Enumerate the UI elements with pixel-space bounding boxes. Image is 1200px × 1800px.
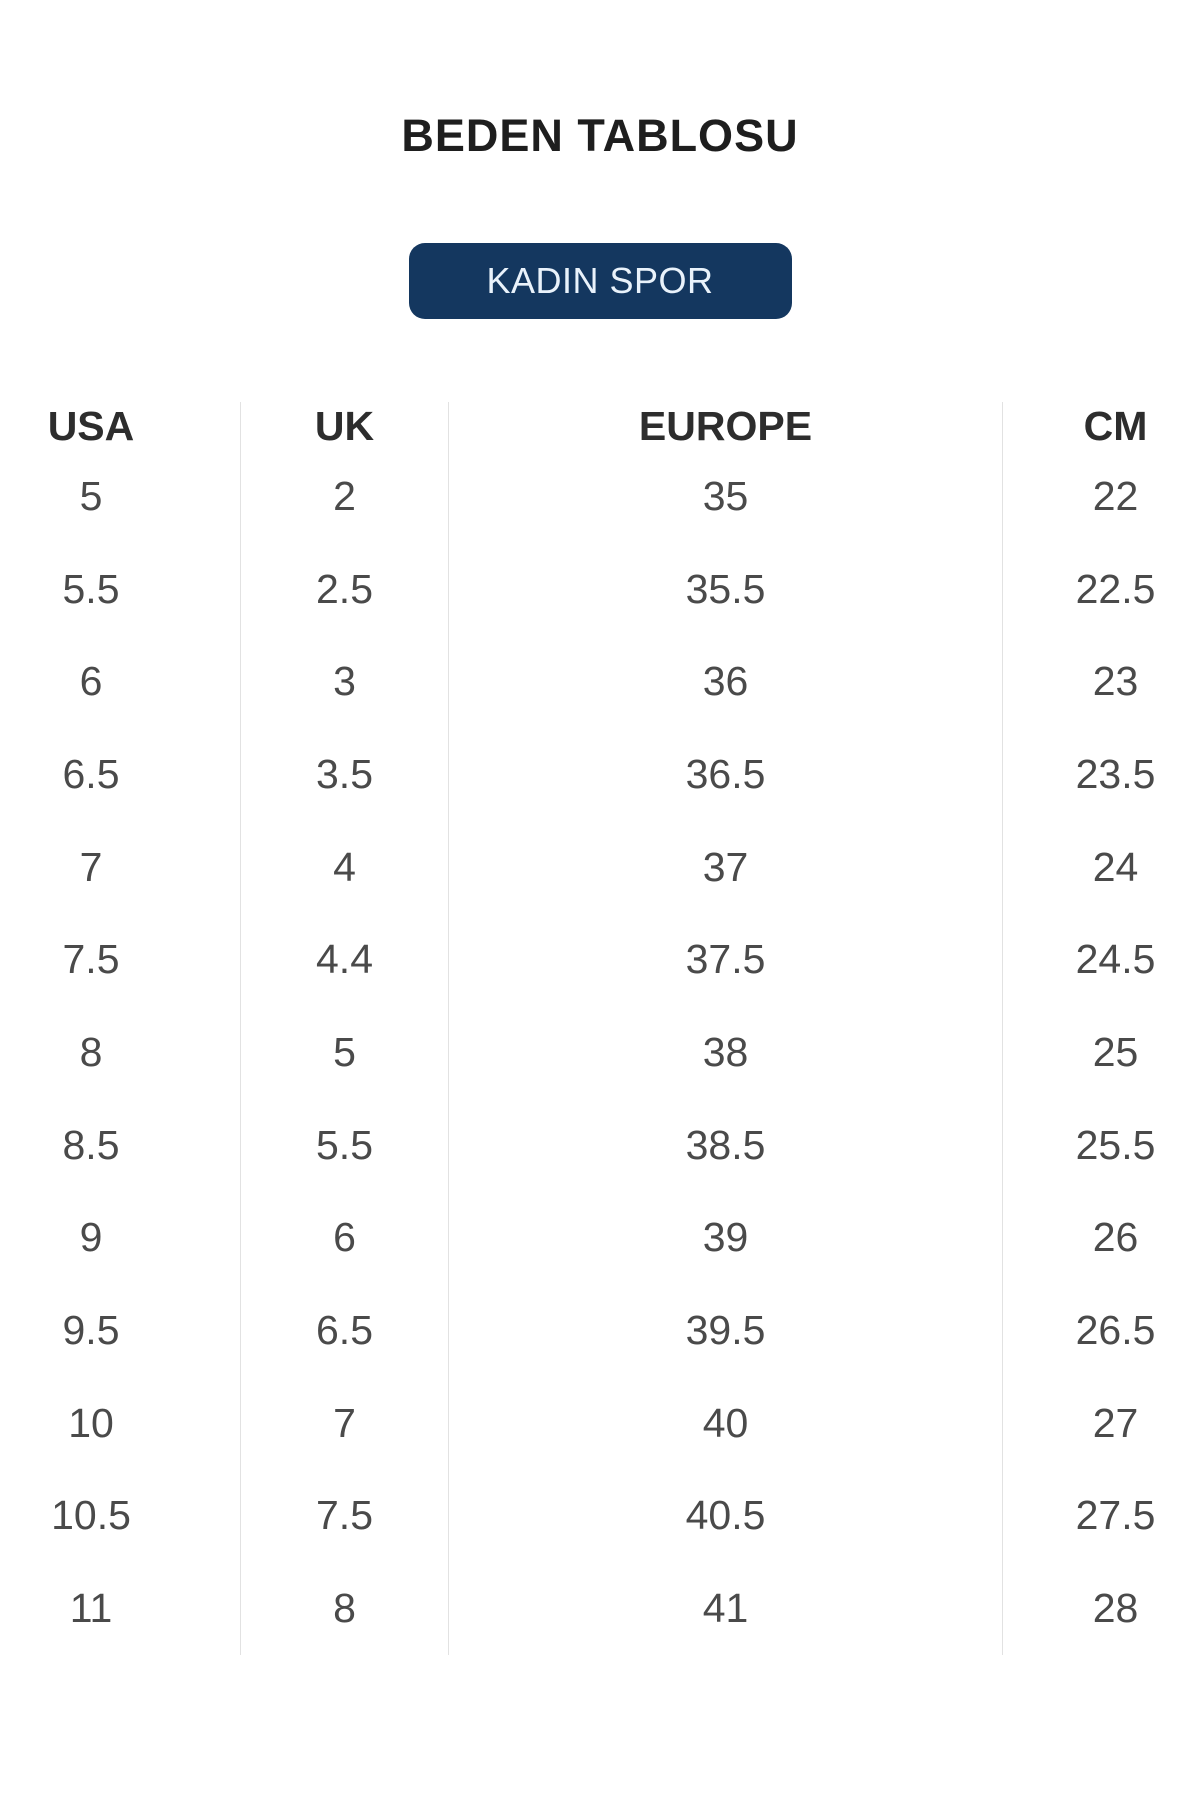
table-cell: 37.5	[448, 913, 1002, 1007]
table-cell: 40	[448, 1376, 1002, 1470]
table-row: 8.5 5.5 38.5 25.5	[0, 1098, 1200, 1192]
table-cell: 28	[1002, 1562, 1200, 1655]
table-cell: 23.5	[1002, 728, 1200, 821]
table-cell: 35.5	[448, 542, 1002, 636]
table-cell: 4	[240, 820, 448, 914]
table-cell: 11	[69, 1585, 113, 1632]
table-row: 8 5 38 25	[0, 1006, 1200, 1099]
table-cell: 36	[448, 635, 1002, 729]
table-row: 9 6 39 26	[0, 1191, 1200, 1285]
table-cell: 7.5	[62, 936, 120, 983]
table-cell: 10.5	[51, 1492, 131, 1539]
table-cell: 22	[1002, 450, 1200, 543]
table-cell: 24.5	[1002, 913, 1200, 1007]
table-cell: 37	[448, 820, 1002, 914]
table-cell: 39.5	[448, 1284, 1002, 1377]
table-row: 6.5 3.5 36.5 23.5	[0, 728, 1200, 821]
table-cell: 24	[1002, 820, 1200, 914]
table-cell: 7	[240, 1376, 448, 1470]
column-header-uk: UK	[240, 402, 448, 450]
table-cell: 5	[79, 472, 103, 519]
table-cell: 22.5	[1002, 542, 1200, 636]
table-cell: 5.5	[62, 565, 120, 612]
table-cell: 3	[240, 635, 448, 729]
table-cell: 25	[1002, 1006, 1200, 1099]
table-cell: 6.5	[62, 750, 120, 797]
column-header-usa: USA	[47, 402, 135, 449]
table-cell: 8	[79, 1028, 103, 1075]
table-cell: 10	[68, 1399, 114, 1446]
column-header-europe: EUROPE	[448, 402, 1002, 450]
table-row: 9.5 6.5 39.5 26.5	[0, 1284, 1200, 1377]
table-cell: 6	[240, 1191, 448, 1285]
table-cell: 5	[240, 1006, 448, 1099]
table-row: 5.5 2.5 35.5 22.5	[0, 542, 1200, 636]
table-row: 11 8 41 28	[0, 1562, 1200, 1655]
page-title: BEDEN TABLOSU	[401, 110, 799, 161]
table-cell: 8.5	[62, 1121, 120, 1168]
table-cell: 26	[1002, 1191, 1200, 1285]
table-cell: 38.5	[448, 1098, 1002, 1192]
table-cell: 3.5	[240, 728, 448, 821]
category-button-kadin-spor[interactable]: KADIN SPOR	[408, 243, 792, 319]
table-cell: 2.5	[240, 542, 448, 636]
table-cell: 38	[448, 1006, 1002, 1099]
table-cell: 2	[240, 450, 448, 543]
table-cell: 40.5	[448, 1469, 1002, 1563]
column-header-cm: CM	[1002, 402, 1200, 450]
table-cell: 41	[448, 1562, 1002, 1655]
table-cell: 39	[448, 1191, 1002, 1285]
table-cell: 5.5	[240, 1098, 448, 1192]
table-cell: 36.5	[448, 728, 1002, 821]
table-cell: 9.5	[62, 1307, 120, 1354]
table-cell: 35	[448, 450, 1002, 543]
table-cell: 6.5	[240, 1284, 448, 1377]
table-cell: 26.5	[1002, 1284, 1200, 1377]
size-table: USA UK EUROPE CM 5 2 35 22 5.5 2.5 35.5 22.5 6 3 36 23…	[0, 402, 1200, 1655]
table-row: 10 7 40 27	[0, 1376, 1200, 1470]
table-header-row: USA UK EUROPE CM	[0, 402, 1200, 450]
table-row: 5 2 35 22	[0, 450, 1200, 543]
table-row: 10.5 7.5 40.5 27.5	[0, 1469, 1200, 1563]
table-row: 7.5 4.4 37.5 24.5	[0, 913, 1200, 1007]
table-cell: 7.5	[240, 1469, 448, 1563]
table-row: 7 4 37 24	[0, 820, 1200, 914]
table-row: 6 3 36 23	[0, 635, 1200, 729]
table-cell: 27	[1002, 1376, 1200, 1470]
size-table-body: 5 2 35 22 5.5 2.5 35.5 22.5 6 3 36 23 6.5 3.5 36.5 23.5…	[0, 450, 1200, 1655]
table-cell: 8	[240, 1562, 448, 1655]
table-cell: 7	[79, 843, 103, 890]
table-cell: 6	[79, 658, 103, 705]
table-cell: 4.4	[240, 913, 448, 1007]
table-cell: 23	[1002, 635, 1200, 729]
table-cell: 9	[79, 1214, 103, 1261]
table-cell: 27.5	[1002, 1469, 1200, 1563]
table-cell: 25.5	[1002, 1098, 1200, 1192]
